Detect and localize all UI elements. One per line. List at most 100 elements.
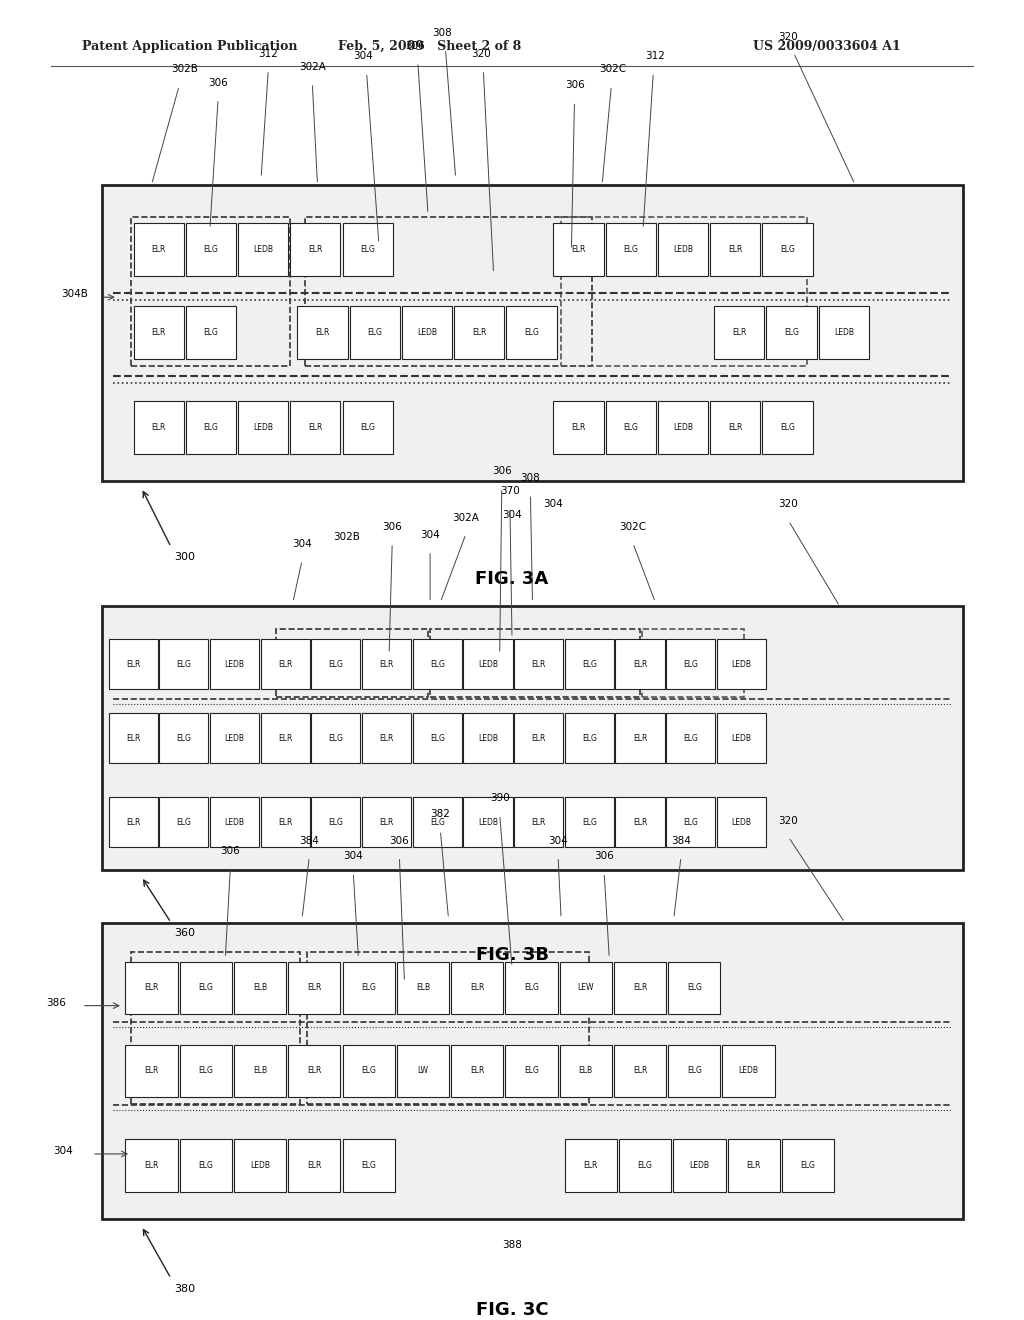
FancyBboxPatch shape [238, 223, 289, 276]
Text: ELR: ELR [278, 734, 293, 743]
Text: ELG: ELG [368, 329, 382, 338]
FancyBboxPatch shape [463, 797, 513, 847]
Text: 304: 304 [502, 510, 522, 520]
FancyBboxPatch shape [297, 306, 347, 359]
Text: ELG: ELG [199, 983, 213, 993]
Text: ELR: ELR [728, 246, 742, 255]
Text: 304: 304 [292, 539, 312, 549]
FancyBboxPatch shape [606, 401, 656, 454]
FancyBboxPatch shape [397, 961, 449, 1014]
FancyBboxPatch shape [342, 961, 394, 1014]
Text: ELG: ELG [687, 983, 701, 993]
FancyBboxPatch shape [618, 1139, 672, 1192]
Text: LEW: LEW [578, 983, 594, 993]
Text: ELG: ELG [582, 734, 597, 743]
FancyBboxPatch shape [506, 306, 557, 359]
Text: 304: 304 [53, 1146, 74, 1156]
Text: 302C: 302C [599, 65, 626, 74]
Text: 304: 304 [353, 51, 374, 61]
FancyBboxPatch shape [717, 713, 766, 763]
Text: ELR: ELR [633, 660, 647, 669]
Text: LEDB: LEDB [417, 329, 437, 338]
FancyBboxPatch shape [553, 223, 604, 276]
Text: ELR: ELR [531, 734, 546, 743]
FancyBboxPatch shape [260, 639, 309, 689]
FancyBboxPatch shape [717, 639, 766, 689]
FancyBboxPatch shape [125, 961, 178, 1014]
Text: LEDB: LEDB [224, 818, 245, 826]
Text: ELR: ELR [571, 424, 586, 432]
FancyBboxPatch shape [180, 1044, 231, 1097]
Text: 360: 360 [174, 928, 195, 937]
Text: LEDB: LEDB [731, 734, 752, 743]
FancyBboxPatch shape [565, 1139, 616, 1192]
Text: ELG: ELG [683, 734, 698, 743]
Text: 386: 386 [46, 998, 67, 1007]
Text: ELG: ELG [582, 660, 597, 669]
FancyBboxPatch shape [109, 713, 158, 763]
Text: ELR: ELR [307, 1162, 322, 1171]
Text: 308: 308 [432, 28, 453, 37]
Text: 306: 306 [389, 836, 410, 846]
FancyBboxPatch shape [715, 306, 764, 359]
Text: ELG: ELG [204, 246, 218, 255]
FancyBboxPatch shape [210, 797, 259, 847]
FancyBboxPatch shape [233, 1139, 287, 1192]
Text: ELG: ELG [204, 424, 218, 432]
Text: 306: 306 [382, 521, 402, 532]
Text: ELG: ELG [176, 818, 191, 826]
FancyBboxPatch shape [413, 797, 462, 847]
Text: LEDB: LEDB [478, 818, 498, 826]
Text: ELG: ELG [524, 1067, 539, 1076]
Text: ELG: ELG [329, 818, 343, 826]
FancyBboxPatch shape [260, 713, 309, 763]
Text: 306: 306 [220, 846, 241, 857]
Bar [131, 216, 290, 366]
Text: 304: 304 [543, 499, 563, 510]
Text: ELR: ELR [472, 329, 486, 338]
FancyBboxPatch shape [669, 961, 721, 1014]
Text: ELG: ELG [329, 734, 343, 743]
Text: LEDB: LEDB [731, 660, 752, 669]
FancyBboxPatch shape [762, 401, 813, 454]
FancyBboxPatch shape [674, 1139, 725, 1192]
FancyBboxPatch shape [133, 306, 184, 359]
FancyBboxPatch shape [160, 639, 209, 689]
Text: ELR: ELR [126, 660, 140, 669]
FancyBboxPatch shape [413, 713, 462, 763]
FancyBboxPatch shape [362, 639, 411, 689]
Text: ELG: ELG [624, 246, 638, 255]
Text: ELG: ELG [524, 329, 539, 338]
Text: ELG: ELG [199, 1162, 213, 1171]
Text: 302C: 302C [620, 521, 646, 532]
Text: LEDB: LEDB [253, 246, 273, 255]
FancyBboxPatch shape [186, 401, 237, 454]
Text: ELR: ELR [746, 1162, 761, 1171]
FancyBboxPatch shape [342, 1139, 394, 1192]
Text: 304: 304 [343, 851, 364, 862]
FancyBboxPatch shape [615, 797, 665, 847]
Text: ELG: ELG [176, 734, 191, 743]
Text: ELG: ELG [361, 1162, 376, 1171]
FancyBboxPatch shape [565, 797, 614, 847]
Text: ELR: ELR [307, 1067, 322, 1076]
FancyBboxPatch shape [125, 1044, 178, 1097]
Text: ELR: ELR [728, 424, 742, 432]
FancyBboxPatch shape [463, 713, 513, 763]
Bar [430, 628, 640, 697]
FancyBboxPatch shape [717, 797, 766, 847]
FancyBboxPatch shape [238, 401, 289, 454]
Text: 320: 320 [778, 499, 799, 510]
Text: ELG: ELG [360, 424, 375, 432]
Text: LEDB: LEDB [478, 660, 498, 669]
Text: ELR: ELR [308, 246, 323, 255]
Text: ELR: ELR [732, 329, 746, 338]
Text: LEDB: LEDB [253, 424, 273, 432]
Bar [131, 952, 300, 1104]
Text: 320: 320 [778, 32, 799, 41]
Text: ELB: ELB [253, 983, 267, 993]
Bar [102, 185, 963, 480]
FancyBboxPatch shape [291, 401, 340, 454]
FancyBboxPatch shape [657, 401, 709, 454]
Text: LEDB: LEDB [673, 246, 693, 255]
